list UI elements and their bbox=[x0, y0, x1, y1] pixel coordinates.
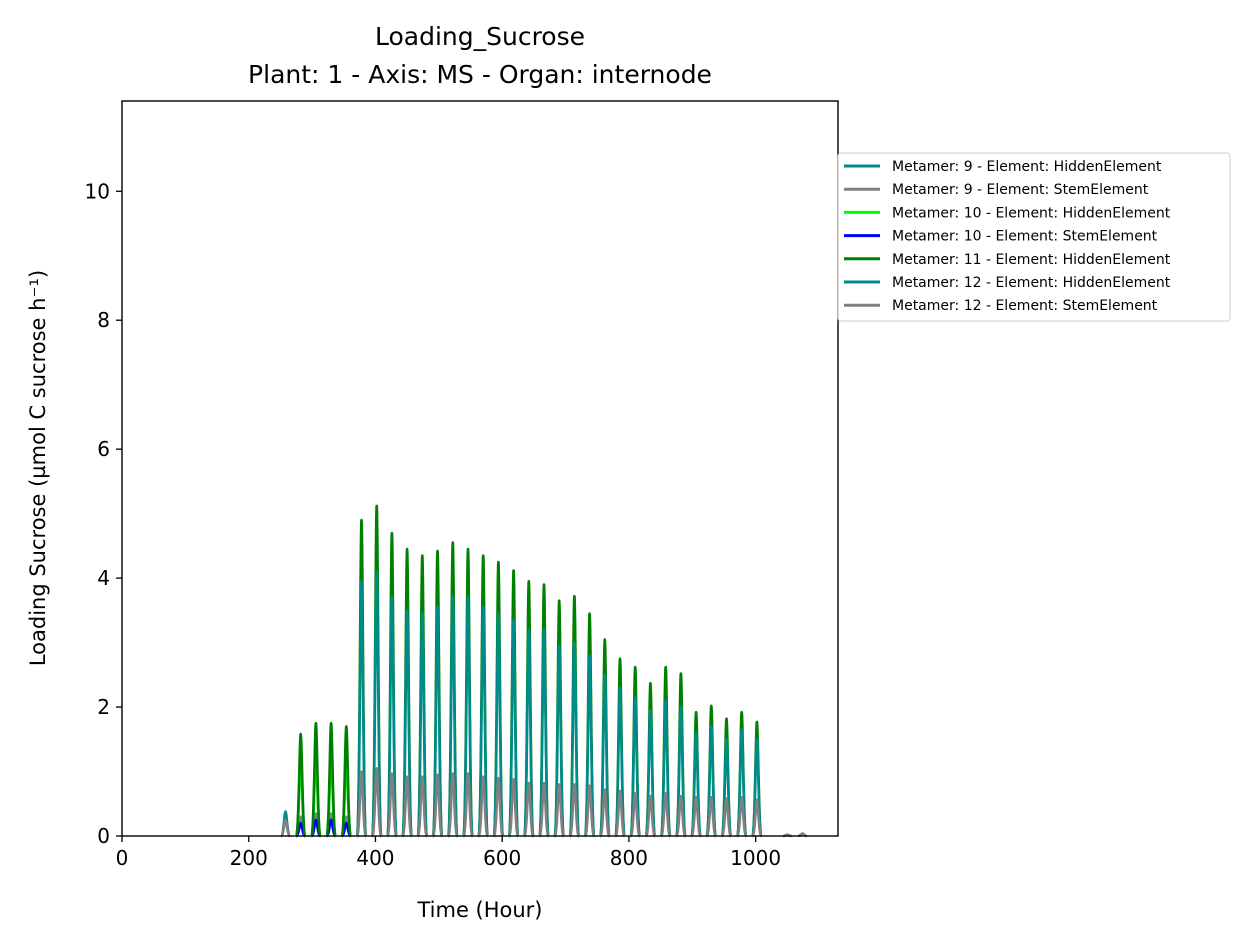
plot-series bbox=[279, 504, 808, 838]
y-tick-label: 10 bbox=[85, 179, 110, 203]
axis-ticks: 0 200 400 600 800 1000 0 2 4 6 8 10 bbox=[85, 179, 782, 870]
x-tick-label: 800 bbox=[610, 846, 648, 870]
legend-label: Metamer: 10 - Element: StemElement bbox=[892, 229, 1158, 245]
x-tick-label: 400 bbox=[356, 846, 394, 870]
series-line-7 bbox=[355, 767, 808, 838]
x-axis-label: Time (Hour) bbox=[416, 898, 542, 922]
y-tick-label: 4 bbox=[97, 566, 110, 590]
legend-label: Metamer: 12 - Element: HiddenElement bbox=[892, 275, 1171, 291]
legend-frame bbox=[837, 152, 1231, 322]
chart-subtitle: Plant: 1 - Axis: MS - Organ: internode bbox=[248, 60, 712, 89]
series-line-5 bbox=[294, 504, 763, 838]
series-line-2 bbox=[279, 812, 352, 838]
y-axis-label: Loading Sucrose (µmol C sucrose h⁻¹) bbox=[26, 270, 50, 666]
x-tick-label: 1000 bbox=[730, 846, 781, 870]
legend-items: Metamer: 9 - Element: HiddenElement Metam… bbox=[844, 159, 1171, 314]
legend-label: Metamer: 10 - Element: HiddenElement bbox=[892, 205, 1171, 221]
series-line-4 bbox=[295, 818, 352, 838]
x-tick-label: 600 bbox=[483, 846, 521, 870]
y-tick-label: 0 bbox=[97, 824, 110, 848]
legend-label: Metamer: 9 - Element: StemElement bbox=[892, 182, 1149, 198]
legend-label: Metamer: 12 - Element: StemElement bbox=[892, 298, 1158, 314]
legend-label: Metamer: 11 - Element: HiddenElement bbox=[892, 252, 1171, 268]
chart-title: Loading_Sucrose bbox=[375, 22, 585, 51]
legend-label: Metamer: 9 - Element: HiddenElement bbox=[892, 159, 1162, 175]
legend: Metamer: 9 - Element: HiddenElement Metam… bbox=[837, 152, 1231, 322]
y-tick-label: 2 bbox=[97, 695, 110, 719]
x-tick-label: 0 bbox=[116, 846, 129, 870]
plot-frame bbox=[121, 100, 839, 837]
x-tick-label: 200 bbox=[230, 846, 268, 870]
y-tick-label: 8 bbox=[97, 308, 110, 332]
y-tick-label: 6 bbox=[97, 437, 110, 461]
series-line-6 bbox=[355, 570, 763, 838]
